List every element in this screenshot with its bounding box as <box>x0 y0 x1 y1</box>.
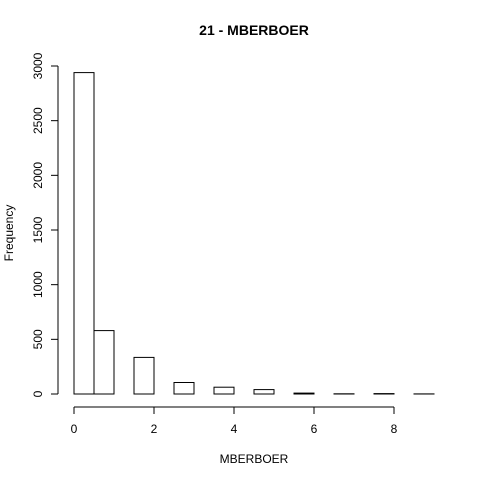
x-tick-label: 4 <box>231 422 238 436</box>
y-tick-label: 3000 <box>31 52 45 79</box>
y-tick-label: 0 <box>31 390 45 397</box>
histogram-bar <box>253 389 275 395</box>
histogram-bar <box>293 392 315 395</box>
histogram-bar <box>173 382 195 395</box>
y-tick-label: 2500 <box>31 107 45 134</box>
x-axis: 0 2 4 6 8 <box>71 406 398 436</box>
y-tick-label: 1000 <box>31 271 45 298</box>
y-tick-label: 500 <box>31 329 45 349</box>
histogram-bar <box>213 386 235 395</box>
histogram-bar <box>93 330 115 395</box>
histogram-bar <box>133 356 155 395</box>
x-axis-label: MBERBOER <box>220 452 289 466</box>
x-tick-label: 2 <box>151 422 158 436</box>
chart-title: 21 - MBERBOER <box>199 22 309 38</box>
x-tick-label: 8 <box>391 422 398 436</box>
bars-group <box>73 72 435 395</box>
x-tick-label: 6 <box>311 422 318 436</box>
y-axis: 0 500 1000 1500 2000 2500 3000 <box>31 52 59 397</box>
y-tick-label: 2000 <box>31 162 45 189</box>
y-axis-label: Frequency <box>2 205 16 262</box>
x-tick-label: 0 <box>71 422 78 436</box>
y-tick-label: 1500 <box>31 216 45 243</box>
histogram-bar <box>73 72 95 395</box>
